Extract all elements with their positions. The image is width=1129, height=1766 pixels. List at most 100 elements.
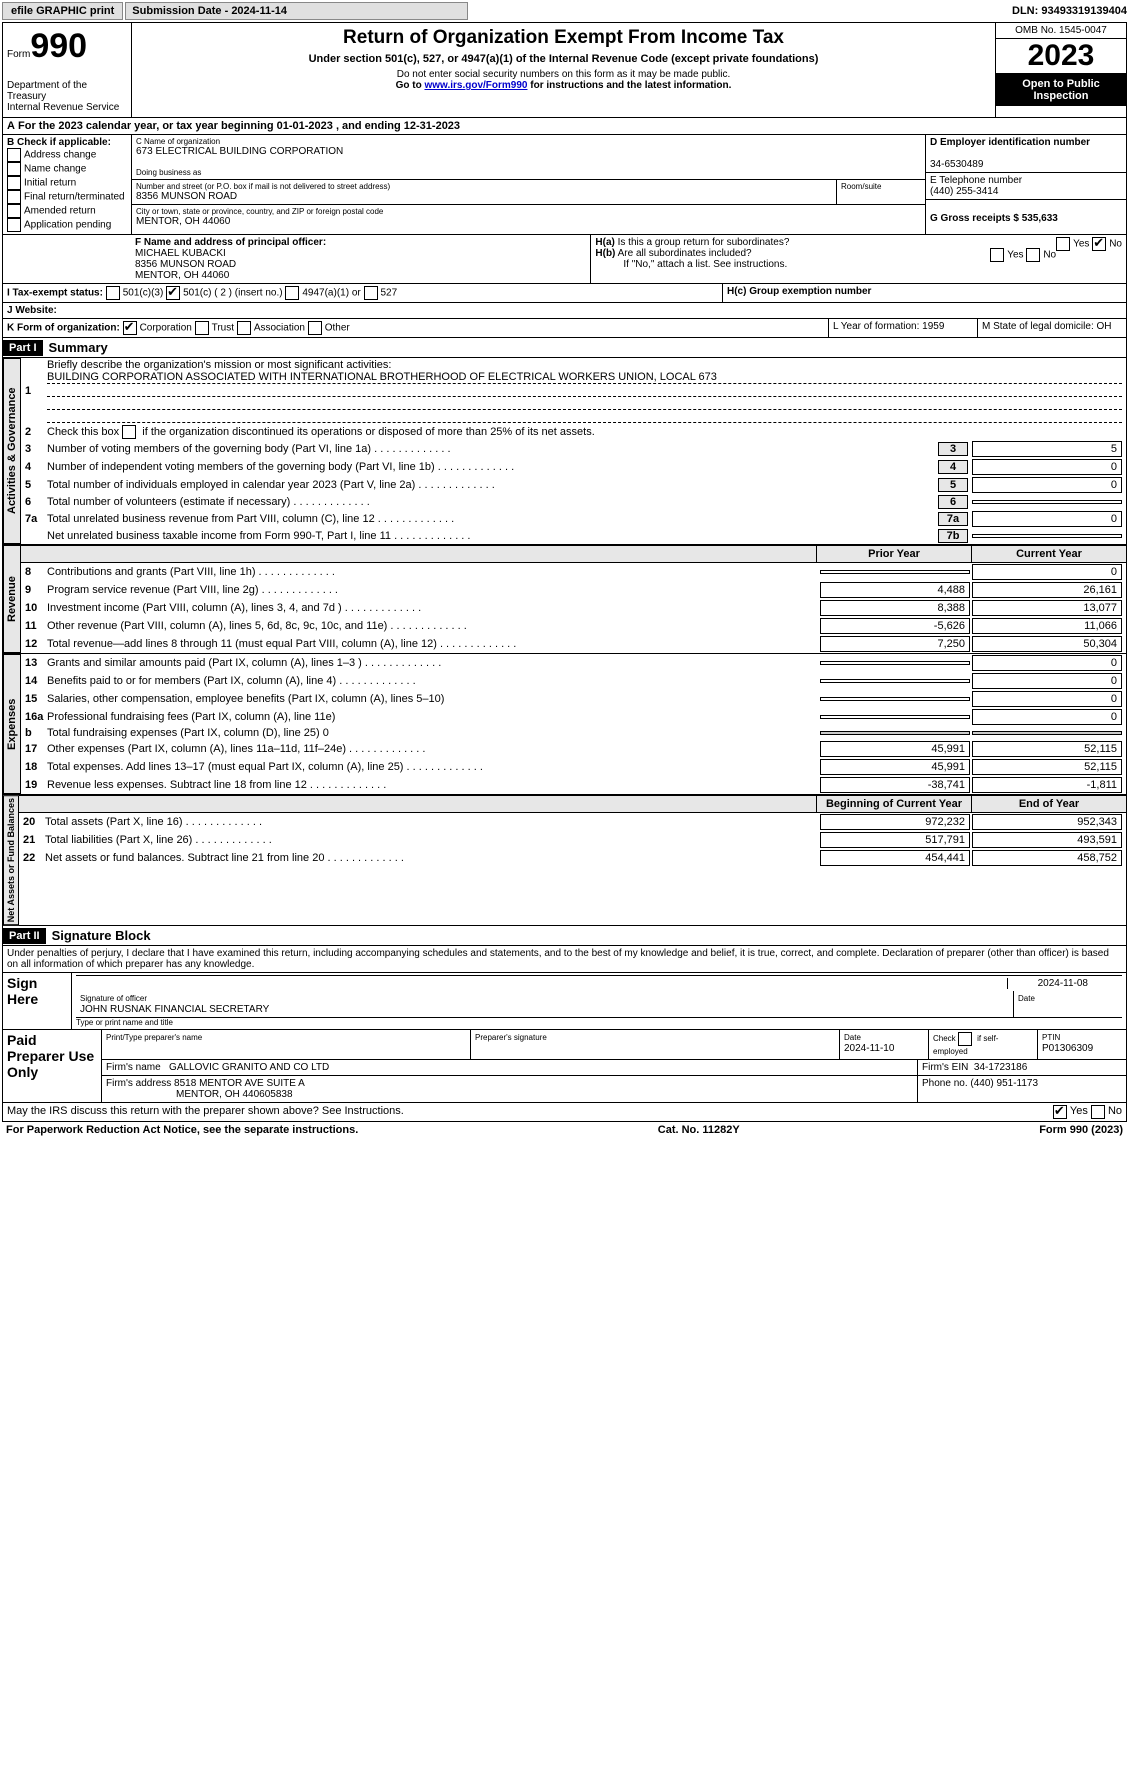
form-title: Return of Organization Exempt From Incom… (136, 27, 991, 49)
i-label: I Tax-exempt status: (7, 288, 103, 299)
ck-addr-change[interactable] (7, 148, 21, 162)
ck-amended[interactable] (7, 204, 21, 218)
firm-ein-lbl: Firm's EIN (922, 1062, 968, 1073)
ck-hb-no[interactable] (1026, 248, 1040, 262)
c-label: C Name of organization (136, 137, 921, 146)
ck-discuss-no[interactable] (1091, 1105, 1105, 1119)
footer-right: Form 990 (2023) (1039, 1124, 1123, 1136)
ssn-notice: Do not enter social security numbers on … (136, 69, 991, 80)
begin-year-hdr: Beginning of Current Year (816, 796, 971, 812)
prep-name-lbl: Print/Type preparer's name (106, 1033, 202, 1042)
mission-text: BUILDING CORPORATION ASSOCIATED WITH INT… (47, 371, 1122, 384)
tax-year-range: For the 2023 calendar year, or tax year … (18, 120, 460, 132)
k-label: K Form of organization: (7, 323, 120, 334)
line-a: A For the 2023 calendar year, or tax yea… (3, 118, 1126, 135)
opt-name-change: Name change (24, 164, 86, 175)
part2-title: Signature Block (46, 926, 157, 945)
form-container: Form990 Department of the Treasury Inter… (2, 22, 1127, 1122)
b-title: B Check if applicable: (7, 137, 111, 148)
goto-after: for instructions and the latest informat… (527, 80, 731, 91)
ck-501c3[interactable] (106, 286, 120, 300)
opt-final: Final return/terminated (24, 192, 125, 203)
opt-corp: Corporation (140, 323, 192, 334)
part1-title: Summary (43, 338, 114, 357)
opt-501c3: 501(c)(3) (123, 288, 164, 299)
officer-city: MENTOR, OH 44060 (135, 270, 229, 281)
ein-value: 34-6530489 (930, 159, 983, 170)
firm-ein: 34-1723186 (974, 1062, 1027, 1073)
firm-phone: (440) 951-1173 (970, 1078, 1038, 1089)
goto-label: Go to (396, 80, 425, 91)
opt-pending: Application pending (24, 220, 111, 231)
org-name: 673 ELECTRICAL BUILDING CORPORATION (136, 146, 921, 157)
form-number-box: Form990 Department of the Treasury Inter… (3, 23, 132, 117)
exp-label: Expenses (3, 654, 21, 794)
dept-treasury: Department of the Treasury (7, 80, 127, 102)
ck-name-change[interactable] (7, 162, 21, 176)
ck-discuss-yes[interactable] (1053, 1105, 1067, 1119)
ptin: P01306309 (1042, 1043, 1093, 1054)
ck-assoc[interactable] (237, 321, 251, 335)
top-toolbar: efile GRAPHIC print Submission Date - 20… (2, 2, 1127, 20)
form-label: Form (7, 49, 30, 60)
ck-self-emp[interactable] (958, 1032, 972, 1046)
prep-date-lbl: Date (844, 1033, 861, 1042)
type-label: Type or print name and title (76, 1018, 1122, 1027)
end-year-hdr: End of Year (971, 796, 1126, 812)
current-year-hdr: Current Year (971, 546, 1126, 562)
prep-date: 2024-11-10 (844, 1043, 894, 1054)
opt-assoc: Association (254, 323, 305, 334)
gov-label: Activities & Governance (3, 358, 21, 544)
opt-4947: 4947(a)(1) or (302, 288, 360, 299)
form-number: 990 (30, 27, 87, 65)
irs-link[interactable]: www.irs.gov/Form990 (424, 80, 527, 91)
firm-phone-lbl: Phone no. (922, 1078, 968, 1089)
officer-addr: 8356 MUNSON ROAD (135, 259, 236, 270)
ck-other[interactable] (308, 321, 322, 335)
sign-here: Sign Here (3, 973, 72, 1029)
j-website: J Website: (7, 305, 57, 316)
opt-other: Other (325, 323, 350, 334)
dba-label: Doing business as (136, 168, 921, 177)
ck-corp[interactable] (123, 321, 137, 335)
omb-number: OMB No. 1545-0047 (996, 23, 1126, 39)
ck-initial[interactable] (7, 176, 21, 190)
ck-pending[interactable] (7, 218, 21, 232)
date-label: Date (1018, 994, 1035, 1003)
ck-trust[interactable] (195, 321, 209, 335)
firm-name: GALLOVIC GRANITO AND CO LTD (169, 1062, 329, 1073)
discuss-text: May the IRS discuss this return with the… (7, 1105, 404, 1119)
addr-label: Number and street (or P.O. box if mail i… (136, 182, 832, 191)
paid-preparer: Paid Preparer Use Only (3, 1030, 102, 1102)
ck-hb-yes[interactable] (990, 248, 1004, 262)
prep-sig-lbl: Preparer's signature (475, 1033, 547, 1042)
tax-year: 2023 (996, 39, 1126, 74)
opt-amended: Amended return (24, 206, 96, 217)
year-formation: L Year of formation: 1959 (829, 319, 978, 337)
ck-501c[interactable] (166, 286, 180, 300)
irs-label: Internal Revenue Service (7, 102, 127, 113)
h-c: H(c) Group exemption number (723, 284, 1126, 302)
gross-receipts: G Gross receipts $ 535,633 (930, 213, 1058, 224)
city-label: City or town, state or province, country… (136, 207, 921, 216)
declaration: Under penalties of perjury, I declare th… (3, 946, 1126, 972)
ck-527[interactable] (364, 286, 378, 300)
part2-hdr: Part II (3, 928, 46, 944)
sig-date: 2024-11-08 (1007, 978, 1118, 989)
opt-501c: 501(c) ( 2 ) (insert no.) (183, 288, 282, 299)
form-subtitle: Under section 501(c), 527, or 4947(a)(1)… (136, 53, 991, 65)
phone-value: (440) 255-3414 (930, 186, 998, 197)
opt-addr-change: Address change (24, 150, 96, 161)
ck-discontinued[interactable] (122, 425, 136, 439)
sig-label: Signature of officer (80, 994, 147, 1003)
l1-label: Briefly describe the organization's miss… (47, 359, 391, 371)
ck-ha-yes[interactable] (1056, 237, 1070, 251)
opt-trust: Trust (212, 323, 234, 334)
phone-label: E Telephone number (930, 175, 1022, 186)
ck-4947[interactable] (285, 286, 299, 300)
efile-button[interactable]: efile GRAPHIC print (2, 2, 123, 20)
ck-ha-no[interactable] (1092, 237, 1106, 251)
ck-final[interactable] (7, 190, 21, 204)
h-b: H(b) Are all subordinates included? Yes … (595, 248, 1122, 259)
open-inspection: Open to Public Inspection (996, 74, 1126, 106)
